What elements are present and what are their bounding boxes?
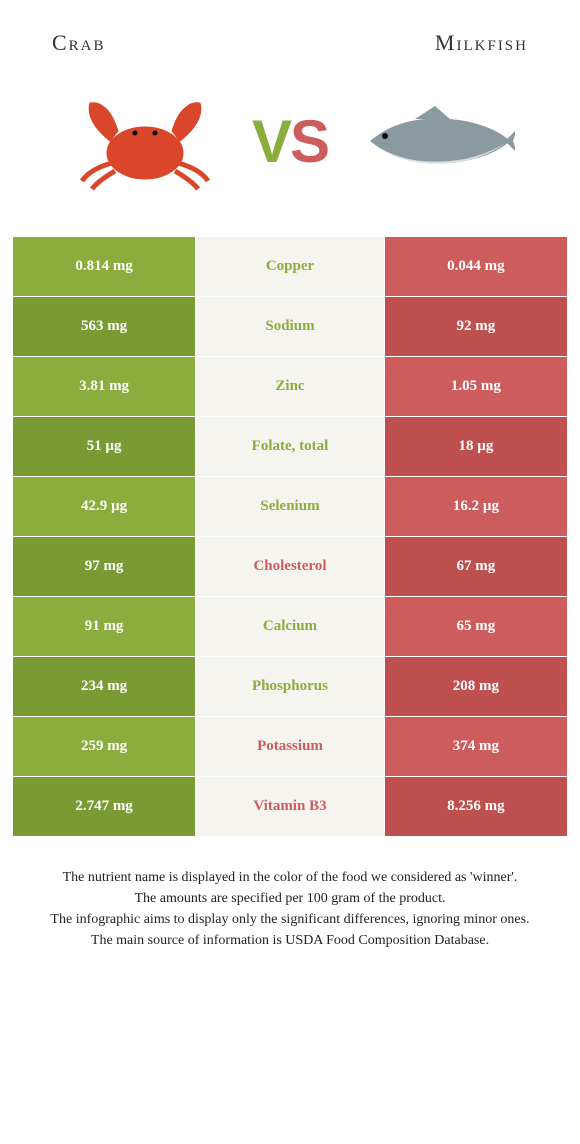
- table-row: 42.9 µgSelenium16.2 µg: [13, 477, 568, 537]
- nutrient-name: Cholesterol: [196, 537, 385, 597]
- food1-value: 51 µg: [13, 417, 196, 477]
- crab-icon: [70, 91, 220, 191]
- food1-title: Crab: [52, 30, 106, 56]
- food2-value: 65 mg: [384, 597, 567, 657]
- food1-value: 563 mg: [13, 297, 196, 357]
- food2-value: 0.044 mg: [384, 237, 567, 297]
- food2-value: 67 mg: [384, 537, 567, 597]
- fish-image: [355, 86, 515, 196]
- nutrient-name: Zinc: [196, 357, 385, 417]
- table-row: 0.814 mgCopper0.044 mg: [13, 237, 568, 297]
- food2-value: 374 mg: [384, 717, 567, 777]
- food1-value: 3.81 mg: [13, 357, 196, 417]
- vs-s: S: [290, 108, 328, 175]
- nutrient-name: Selenium: [196, 477, 385, 537]
- footer-line-3: The infographic aims to display only the…: [22, 909, 558, 930]
- food2-value: 8.256 mg: [384, 777, 567, 837]
- nutrient-name: Calcium: [196, 597, 385, 657]
- table-row: 51 µgFolate, total18 µg: [13, 417, 568, 477]
- table-row: 91 mgCalcium65 mg: [13, 597, 568, 657]
- food1-value: 2.747 mg: [13, 777, 196, 837]
- vs-v: V: [252, 108, 290, 175]
- table-row: 3.81 mgZinc1.05 mg: [13, 357, 568, 417]
- nutrient-table: 0.814 mgCopper0.044 mg563 mgSodium92 mg3…: [12, 236, 568, 837]
- food1-value: 234 mg: [13, 657, 196, 717]
- nutrient-name: Sodium: [196, 297, 385, 357]
- table-row: 2.747 mgVitamin B38.256 mg: [13, 777, 568, 837]
- footer-note: The nutrient name is displayed in the co…: [12, 837, 568, 961]
- table-row: 234 mgPhosphorus208 mg: [13, 657, 568, 717]
- food1-value: 259 mg: [13, 717, 196, 777]
- food1-value: 91 mg: [13, 597, 196, 657]
- nutrient-name: Potassium: [196, 717, 385, 777]
- nutrient-name: Vitamin B3: [196, 777, 385, 837]
- food1-value: 97 mg: [13, 537, 196, 597]
- food2-value: 208 mg: [384, 657, 567, 717]
- nutrient-name: Folate, total: [196, 417, 385, 477]
- vs-row: VS: [12, 76, 568, 236]
- footer-line-4: The main source of information is USDA F…: [22, 930, 558, 951]
- table-row: 563 mgSodium92 mg: [13, 297, 568, 357]
- header-row: Crab Milkfish: [12, 20, 568, 76]
- footer-line-1: The nutrient name is displayed in the co…: [22, 867, 558, 888]
- nutrient-name: Copper: [196, 237, 385, 297]
- food2-value: 16.2 µg: [384, 477, 567, 537]
- food2-value: 92 mg: [384, 297, 567, 357]
- crab-image: [65, 86, 225, 196]
- nutrient-name: Phosphorus: [196, 657, 385, 717]
- footer-line-2: The amounts are specified per 100 gram o…: [22, 888, 558, 909]
- vs-label: VS: [235, 107, 345, 176]
- food2-value: 18 µg: [384, 417, 567, 477]
- fish-icon: [355, 101, 515, 181]
- food1-value: 42.9 µg: [13, 477, 196, 537]
- table-row: 259 mgPotassium374 mg: [13, 717, 568, 777]
- food2-title: Milkfish: [435, 30, 528, 56]
- food2-value: 1.05 mg: [384, 357, 567, 417]
- table-row: 97 mgCholesterol67 mg: [13, 537, 568, 597]
- food1-value: 0.814 mg: [13, 237, 196, 297]
